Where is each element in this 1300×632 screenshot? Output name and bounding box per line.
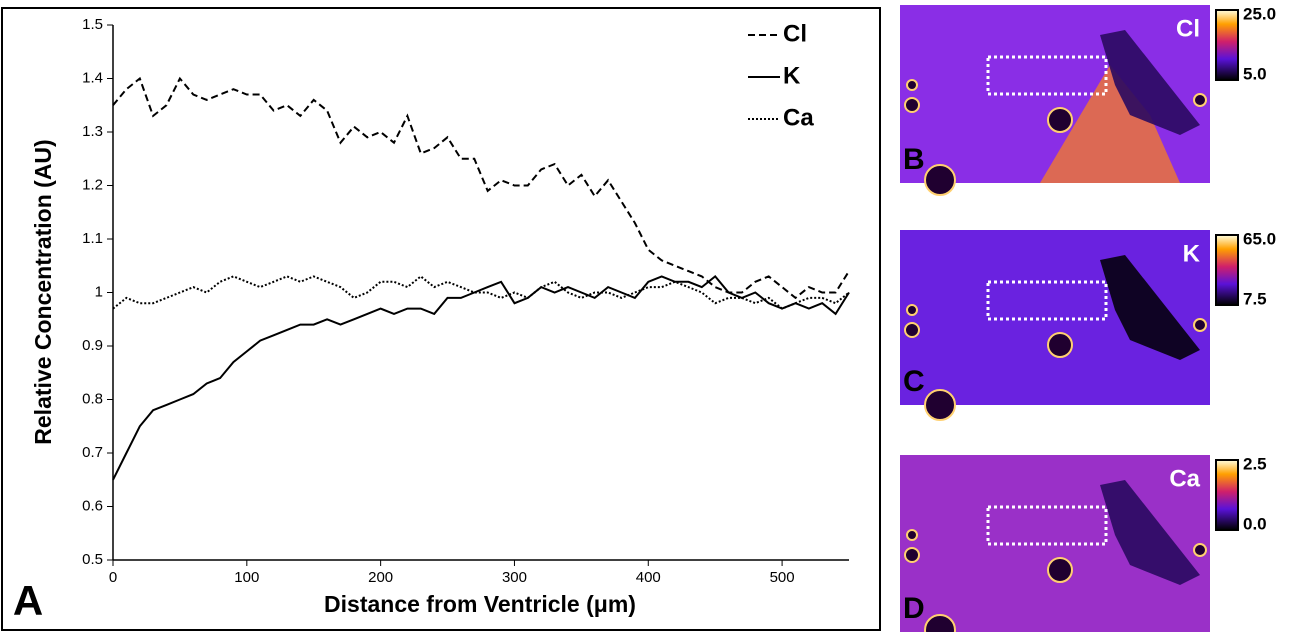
heatmap-blob — [906, 304, 918, 316]
panel-frame — [1, 7, 881, 631]
colorbar-max: 25.0 — [1243, 4, 1276, 23]
heatmap-blob — [924, 614, 956, 632]
heatmap-blob — [1193, 318, 1207, 332]
y-tick-label: 0.6 — [82, 497, 103, 514]
heatmap-blob — [904, 97, 920, 113]
heatmap-blob — [1047, 332, 1073, 358]
colorbar — [1215, 9, 1239, 81]
colorbar — [1215, 459, 1239, 531]
heatmap-blob — [904, 322, 920, 338]
colorbar-min: 5.0 — [1243, 64, 1267, 83]
y-tick-label: 1.5 — [82, 16, 103, 33]
y-tick-label: 0.7 — [82, 444, 103, 461]
series-line — [112, 76, 850, 300]
panel-letter: D — [903, 592, 925, 625]
y-tick-label: 1.3 — [82, 123, 103, 140]
x-tick-label: 500 — [770, 569, 795, 586]
legend-label: Cl — [783, 20, 807, 47]
heatmap-region — [1100, 480, 1200, 585]
heatmap-panel: Ca D 2.5 0.0 — [900, 454, 1267, 632]
heatmap-blob — [1047, 557, 1073, 583]
colorbar-max: 65.0 — [1243, 229, 1276, 248]
heatmap-region — [1100, 30, 1200, 135]
y-tick-label: 0.9 — [82, 337, 103, 354]
panel-letter: B — [903, 143, 925, 176]
panel-letter: C — [903, 365, 925, 398]
heatmap-blob — [924, 164, 956, 196]
y-tick-label: 1.2 — [82, 176, 103, 193]
legend-label: K — [783, 62, 801, 89]
element-label: Ca — [1169, 465, 1200, 492]
heatmap-region — [1040, 65, 1180, 183]
heatmap-blob — [924, 389, 956, 421]
y-tick-label: 1 — [95, 283, 103, 300]
element-label: K — [1183, 240, 1201, 267]
panel-label: A — [13, 577, 43, 624]
heatmap-blob — [1193, 543, 1207, 557]
y-tick-label: 1.1 — [82, 230, 103, 247]
heatmap-region — [1100, 255, 1200, 360]
colorbar — [1215, 234, 1239, 306]
heatmap-panel: Cl B 25.0 5.0 — [900, 4, 1276, 196]
colorbar-min: 0.0 — [1243, 514, 1267, 533]
series-line — [112, 275, 850, 310]
element-label: Cl — [1176, 15, 1200, 42]
y-tick-label: 0.5 — [82, 551, 103, 568]
heatmap-blob — [904, 547, 920, 563]
x-tick-label: 200 — [368, 569, 393, 586]
x-tick-label: 100 — [234, 569, 259, 586]
y-axis-title: Relative Concentration (AU) — [30, 139, 56, 444]
x-axis-title: Distance from Ventricle (μm) — [324, 591, 636, 617]
y-tick-label: 0.8 — [82, 390, 103, 407]
x-tick-label: 0 — [109, 569, 117, 586]
legend-label: Ca — [783, 104, 814, 131]
heatmap-panel: K C 65.0 7.5 — [900, 229, 1276, 421]
heatmap-blob — [1193, 93, 1207, 107]
series-line — [112, 275, 850, 481]
heatmap-blob — [906, 529, 918, 541]
x-tick-label: 300 — [502, 569, 527, 586]
colorbar-min: 7.5 — [1243, 289, 1267, 308]
colorbar-max: 2.5 — [1243, 454, 1267, 473]
heatmap-blob — [1047, 107, 1073, 133]
x-tick-label: 400 — [636, 569, 661, 586]
heatmap-blob — [906, 79, 918, 91]
y-tick-label: 1.4 — [82, 69, 103, 86]
